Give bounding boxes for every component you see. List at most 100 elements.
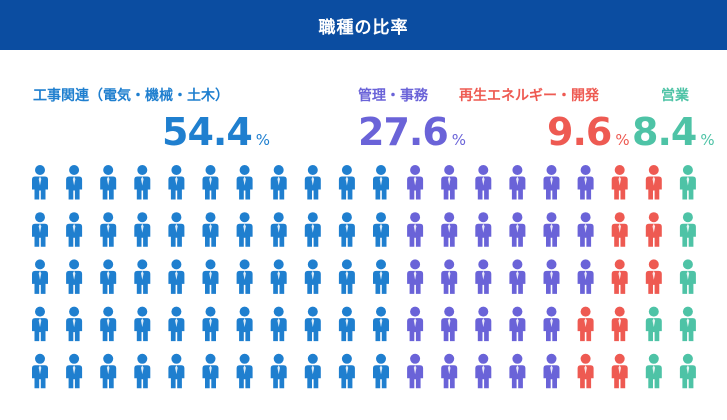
person-icon-construction bbox=[168, 259, 185, 294]
person-icon-admin bbox=[543, 212, 560, 247]
person-icon-construction bbox=[168, 353, 185, 389]
person-icon-sales bbox=[679, 353, 696, 389]
person-icon-admin bbox=[577, 212, 594, 247]
value-construction: 54.4% bbox=[162, 110, 270, 154]
person-icon-construction bbox=[66, 353, 83, 389]
person-icon-construction bbox=[32, 353, 48, 389]
person-icon-admin bbox=[441, 353, 458, 389]
person-icon-admin bbox=[441, 212, 458, 247]
value-energy-unit: % bbox=[615, 131, 630, 149]
person-icon-admin bbox=[441, 306, 458, 342]
value-admin: 27.6% bbox=[358, 110, 466, 154]
person-icon-construction bbox=[236, 353, 253, 389]
person-icon-construction bbox=[236, 259, 253, 294]
person-icon-admin bbox=[509, 212, 526, 247]
person-icon-admin bbox=[543, 353, 560, 389]
person-icon-construction bbox=[202, 306, 219, 342]
value-construction-number: 54.4 bbox=[162, 110, 253, 154]
value-admin-number: 27.6 bbox=[358, 110, 449, 154]
person-icon-admin bbox=[577, 165, 594, 200]
chart-title: 職種の比率 bbox=[318, 17, 409, 38]
person-icon-construction bbox=[270, 259, 287, 294]
person-icon-energy bbox=[645, 165, 662, 200]
person-icon-construction bbox=[66, 212, 83, 247]
person-icon-construction bbox=[66, 306, 83, 342]
person-icon-construction bbox=[236, 212, 253, 247]
person-icon-admin bbox=[407, 212, 424, 247]
person-icon-construction bbox=[373, 165, 389, 200]
person-icon-sales bbox=[679, 212, 696, 247]
person-icon-construction bbox=[100, 212, 117, 247]
legend-label-construction: 工事関連（電気・機械・土木） bbox=[33, 88, 229, 104]
person-icon-admin bbox=[543, 165, 560, 200]
person-icon-construction bbox=[66, 259, 83, 294]
person-icon-construction bbox=[168, 212, 185, 247]
person-icon-energy bbox=[611, 306, 628, 342]
person-icon-admin bbox=[509, 353, 526, 389]
person-icon-sales bbox=[679, 259, 696, 294]
person-icon-sales bbox=[645, 353, 662, 389]
person-icon-construction bbox=[304, 212, 321, 247]
person-icon-construction bbox=[304, 259, 321, 294]
person-icon-construction bbox=[100, 165, 117, 200]
person-icon-admin bbox=[475, 212, 492, 247]
person-icon-construction bbox=[168, 306, 185, 342]
person-icon-construction bbox=[202, 259, 219, 294]
person-icon-construction bbox=[373, 259, 389, 294]
person-icon-energy bbox=[577, 353, 594, 389]
person-icon-construction bbox=[32, 259, 48, 294]
person-icon-construction bbox=[66, 165, 83, 200]
value-admin-unit: % bbox=[451, 131, 467, 149]
person-icon-energy bbox=[611, 212, 628, 247]
person-icon-energy bbox=[645, 259, 662, 294]
value-sales-unit: % bbox=[700, 131, 715, 149]
person-icon-construction bbox=[236, 306, 253, 342]
person-icon-construction bbox=[202, 353, 219, 389]
person-icon-admin bbox=[543, 306, 560, 342]
person-icon-admin bbox=[407, 259, 424, 294]
value-construction-unit: % bbox=[255, 131, 271, 149]
person-icon-construction bbox=[373, 353, 389, 389]
person-icon-admin bbox=[407, 353, 424, 389]
person-icon-construction bbox=[100, 353, 117, 389]
person-icon-construction bbox=[338, 306, 355, 342]
person-icon-sales bbox=[679, 165, 696, 200]
value-energy-number: 9.6 bbox=[547, 110, 612, 154]
person-icon-construction bbox=[134, 212, 151, 247]
person-icon-admin bbox=[509, 306, 526, 342]
value-sales: 8.4% bbox=[632, 110, 715, 154]
person-icon-admin bbox=[475, 259, 492, 294]
person-icon-construction bbox=[202, 212, 219, 247]
person-icon-construction bbox=[134, 259, 151, 294]
person-icon-admin bbox=[509, 259, 526, 294]
person-icon-admin bbox=[407, 165, 424, 200]
person-icon-energy bbox=[611, 165, 628, 200]
person-icon-construction bbox=[236, 165, 253, 200]
person-icon-construction bbox=[270, 212, 287, 247]
person-icon-energy bbox=[645, 212, 662, 247]
person-icon-construction bbox=[168, 165, 185, 200]
person-icon-admin bbox=[543, 259, 560, 294]
person-icon-admin bbox=[509, 165, 526, 200]
legend-label-energy: 再生エネルギー・開発 bbox=[459, 88, 599, 104]
person-icon-admin bbox=[577, 259, 594, 294]
person-icon-construction bbox=[32, 306, 48, 342]
person-icon-construction bbox=[304, 165, 321, 200]
value-energy: 9.6% bbox=[547, 110, 630, 154]
person-icon-construction bbox=[202, 165, 219, 200]
person-icon-energy bbox=[611, 259, 628, 294]
person-icon-construction bbox=[32, 165, 48, 200]
person-icon-sales bbox=[679, 306, 696, 342]
person-icon-admin bbox=[475, 306, 492, 342]
person-icon-construction bbox=[338, 165, 355, 200]
person-icon-energy bbox=[577, 306, 594, 342]
chart-title-bar: 職種の比率 bbox=[0, 0, 727, 50]
person-icon-construction bbox=[304, 353, 321, 389]
person-icon-admin bbox=[441, 165, 458, 200]
person-icon-construction bbox=[338, 353, 355, 389]
person-icon-construction bbox=[338, 259, 355, 294]
legend-label-sales: 営業 bbox=[661, 88, 689, 104]
person-icon-construction bbox=[373, 212, 389, 247]
person-icon-construction bbox=[373, 306, 389, 342]
